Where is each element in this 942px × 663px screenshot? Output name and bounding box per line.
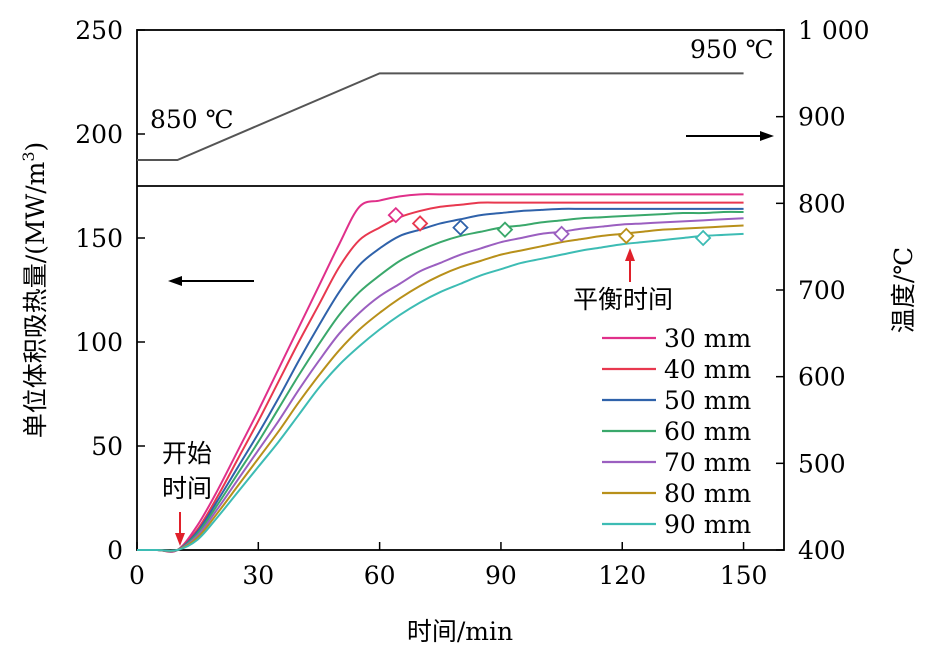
x-axis-ticks: 0 30 60 90 120 150: [129, 542, 767, 590]
balance-marker-50-mm: [452, 219, 469, 236]
series-line-50-mm: [136, 207, 744, 553]
y-right-tick-label: 1 000: [798, 16, 870, 45]
right-axis-ticks: 400 500 600 700 800 900 1 000: [776, 16, 870, 565]
legend-label: 60 mm: [664, 417, 751, 446]
y-right-tick-label: 700: [798, 276, 846, 305]
start-time-arrow: [175, 512, 185, 546]
legend-label: 30 mm: [664, 324, 751, 353]
y-right-tick-label: 400: [798, 536, 846, 565]
left-axis-label: 单位体积吸热量/(MW/m3): [19, 142, 50, 439]
y-left-tick-label: 150: [75, 224, 123, 253]
series-line-40-mm: [136, 201, 744, 553]
series-line-80-mm: [136, 224, 744, 552]
x-tick-label: 150: [720, 561, 768, 590]
temp-end-label: 950 ℃: [690, 35, 774, 64]
y-left-tick-label: 100: [75, 328, 123, 357]
right-axis-label: 温度/℃: [889, 247, 918, 333]
start-time-label-1: 开始: [162, 439, 212, 468]
x-tick-label: 60: [364, 561, 396, 590]
balance-marker-40-mm: [411, 215, 429, 232]
y-left-tick-label: 200: [75, 120, 123, 149]
right-axis-arrow: [686, 131, 774, 141]
start-time-label-2: 时间: [162, 474, 212, 503]
x-tick-label: 0: [129, 561, 145, 590]
series-group: [136, 193, 744, 553]
balance-marker-60-mm: [496, 221, 514, 238]
y-left-tick-label: 50: [91, 432, 123, 461]
x-axis-label: 时间/min: [407, 617, 513, 646]
series-line-90-mm: [136, 232, 744, 552]
legend-label: 80 mm: [664, 479, 751, 508]
y-left-tick-label: 0: [107, 536, 123, 565]
left-axis-ticks: 0 50 100 150 200 250: [75, 16, 145, 565]
y-right-tick-label: 900: [798, 103, 846, 132]
x-tick-label: 120: [598, 561, 646, 590]
legend-label: 50 mm: [664, 386, 751, 415]
legend-label: 70 mm: [664, 448, 751, 477]
balance-marker-80-mm: [618, 227, 635, 245]
series-line-60-mm: [136, 210, 744, 553]
temperature-program-line: [137, 72, 744, 161]
balance-time-arrow: [625, 248, 635, 282]
balance-marker-70-mm: [553, 225, 570, 243]
legend-label: 90 mm: [664, 510, 751, 539]
balance-markers: [387, 206, 712, 247]
y-right-tick-label: 600: [798, 363, 846, 392]
left-axis-arrow: [168, 276, 254, 286]
temp-start-label: 850 ℃: [150, 105, 234, 134]
x-tick-label: 90: [485, 561, 517, 590]
x-tick-label: 30: [242, 561, 274, 590]
series-line-30-mm: [136, 193, 744, 553]
y-right-tick-label: 800: [798, 189, 846, 218]
balance-marker-30-mm: [387, 206, 405, 224]
balance-time-label: 平衡时间: [573, 285, 673, 314]
y-left-tick-label: 250: [75, 16, 123, 45]
series-line-70-mm: [136, 217, 744, 553]
balance-marker-90-mm: [694, 229, 712, 247]
legend-label: 40 mm: [664, 355, 751, 384]
y-right-tick-label: 500: [798, 449, 846, 478]
